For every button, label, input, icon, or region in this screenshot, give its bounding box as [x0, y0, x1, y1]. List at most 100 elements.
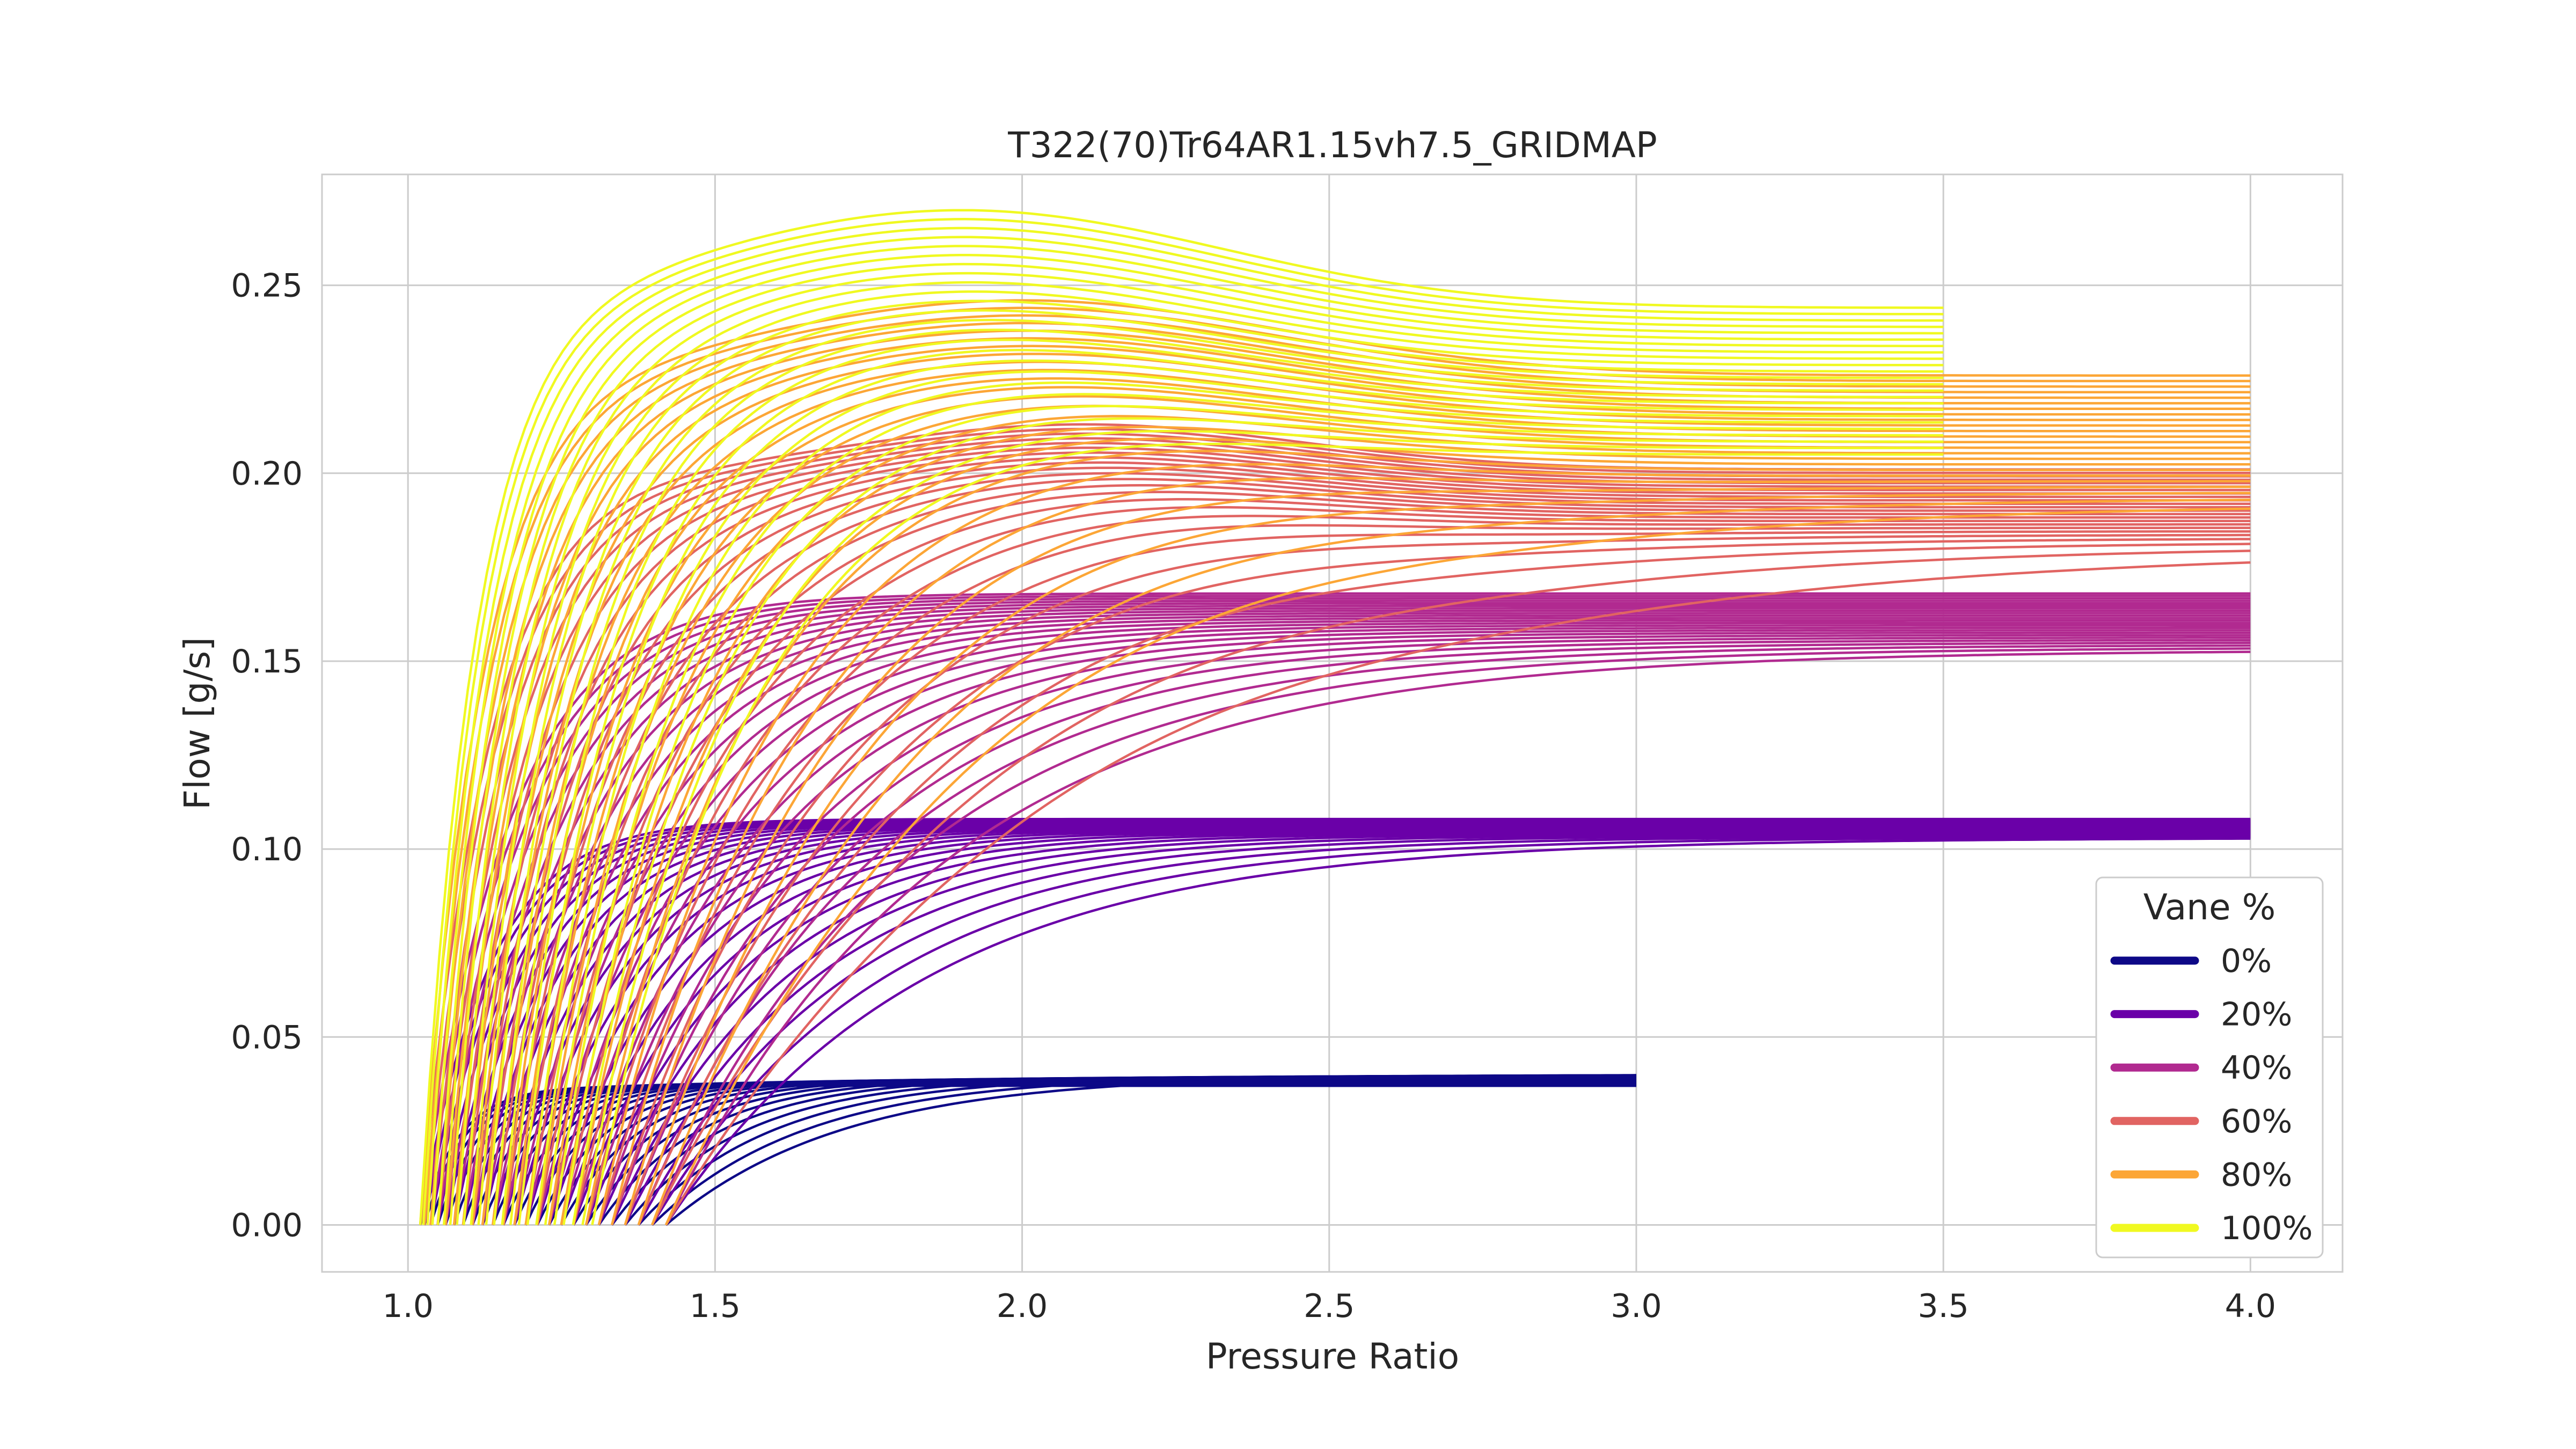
curve-line — [423, 595, 2251, 1225]
curve-line — [423, 428, 2251, 1225]
curve-line — [572, 437, 2251, 1225]
x-tick-label: 3.0 — [1611, 1287, 1662, 1325]
y-tick-label: 0.00 — [231, 1206, 303, 1244]
curve-line — [584, 450, 2251, 1225]
curve-line — [548, 626, 2251, 1226]
x-tick-label: 1.0 — [383, 1287, 434, 1325]
curve-line — [651, 647, 2251, 1226]
curve-line — [536, 491, 2251, 1225]
x-tick-label: 1.5 — [690, 1287, 741, 1325]
curve-line — [485, 309, 1944, 1225]
curve-line — [436, 437, 2251, 1225]
curve-line — [419, 209, 1944, 1225]
curve-line — [624, 538, 2251, 1226]
curve-line — [462, 451, 2251, 1225]
y-tick-label: 0.20 — [231, 455, 303, 493]
curve-line — [502, 617, 2251, 1225]
x-tick-label: 3.5 — [1918, 1287, 1968, 1325]
curve-line — [572, 515, 2251, 1226]
curve-line — [536, 624, 2251, 1226]
series-100-pct — [419, 209, 1944, 1225]
curve-line — [664, 561, 2251, 1226]
curve-line — [524, 484, 2251, 1225]
curve-line — [429, 597, 2251, 1225]
curve-line — [422, 218, 1944, 1225]
curve-line — [481, 361, 2251, 1225]
curve-line — [436, 245, 1944, 1225]
curve-line — [481, 461, 2251, 1225]
curve-line — [492, 466, 2251, 1225]
curve-line — [637, 543, 2251, 1226]
curve-line — [442, 254, 1944, 1225]
curve-line — [492, 369, 2251, 1225]
curve-line — [624, 486, 2251, 1226]
x-ticks: 1.0 1.5 2.0 2.5 3.0 3.5 4.0 — [383, 1287, 2277, 1325]
curve-line — [637, 492, 2251, 1226]
curve-line — [591, 442, 1944, 1225]
curve-line — [665, 837, 2251, 1226]
x-axis-label: Pressure Ratio — [1206, 1336, 1459, 1377]
curve-line — [651, 550, 2251, 1226]
curve-line — [517, 349, 1944, 1225]
curve-line — [436, 599, 2251, 1225]
curve-line — [535, 370, 1944, 1225]
curve-line — [444, 329, 2251, 1225]
curve-line — [436, 321, 2251, 1225]
curve-line — [470, 290, 1944, 1225]
legend-label: 80% — [2221, 1156, 2292, 1194]
legend-box — [2095, 876, 2324, 1258]
curve-line — [637, 835, 2251, 1226]
plot-lines — [419, 209, 2251, 1226]
curve-line — [611, 477, 2251, 1226]
curve-line — [536, 405, 2251, 1225]
curve-line — [481, 612, 2251, 1225]
y-axis-label: Flow [g/s] — [177, 637, 218, 810]
curve-line — [456, 272, 1944, 1225]
curve-line — [665, 1074, 1637, 1226]
legend-entries: 0% 20% 40% 60% 80% 100% — [2110, 942, 2313, 1247]
legend-label: 20% — [2221, 996, 2292, 1034]
curve-line — [572, 417, 1944, 1225]
y-tick-label: 0.25 — [231, 267, 303, 305]
curve-line — [597, 636, 2251, 1226]
curve-line — [560, 629, 2251, 1226]
curve-line — [463, 281, 1944, 1225]
curve-line — [664, 650, 2251, 1226]
curve-line — [581, 429, 1944, 1225]
curve-line — [509, 338, 1944, 1225]
curve-line — [597, 530, 2251, 1226]
curve-line — [560, 506, 2251, 1225]
curve-line — [562, 405, 1944, 1225]
y-tick-label: 0.05 — [231, 1019, 303, 1056]
curve-line — [650, 499, 2251, 1226]
series-60-pct — [419, 423, 2251, 1226]
x-tick-label: 4.0 — [2225, 1287, 2276, 1325]
curve-line — [664, 507, 2251, 1226]
y-tick-label: 0.10 — [231, 831, 303, 868]
curve-line — [572, 631, 2251, 1226]
curve-line — [544, 381, 1944, 1225]
curve-line — [584, 634, 2251, 1226]
curve-line — [553, 393, 1944, 1225]
legend-label: 40% — [2221, 1049, 2292, 1087]
chart-title: T322(70)Tr64AR1.15vh7.5_GRIDMAP — [1007, 125, 1657, 166]
curve-line — [431, 236, 1944, 1225]
curve-line — [651, 836, 2251, 1226]
y-tick-label: 0.15 — [231, 643, 303, 680]
x-tick-label: 2.0 — [997, 1287, 1048, 1325]
curve-line — [471, 353, 2251, 1225]
curve-line — [477, 299, 1944, 1225]
curve-line — [493, 319, 1944, 1225]
legend-label: 60% — [2221, 1103, 2292, 1140]
curve-line — [597, 463, 2251, 1226]
plot-frame — [321, 173, 2344, 1273]
legend: Vane % 0% 20% 40% 60% 80% 100% — [2095, 876, 2324, 1258]
curve-line — [560, 426, 2251, 1225]
curve-line — [547, 415, 2251, 1225]
curve-line — [426, 226, 1944, 1225]
curve-line — [611, 533, 2251, 1226]
x-tick-label: 2.5 — [1304, 1287, 1355, 1325]
curve-line — [449, 262, 1944, 1225]
legend-title: Vane % — [2143, 887, 2276, 928]
